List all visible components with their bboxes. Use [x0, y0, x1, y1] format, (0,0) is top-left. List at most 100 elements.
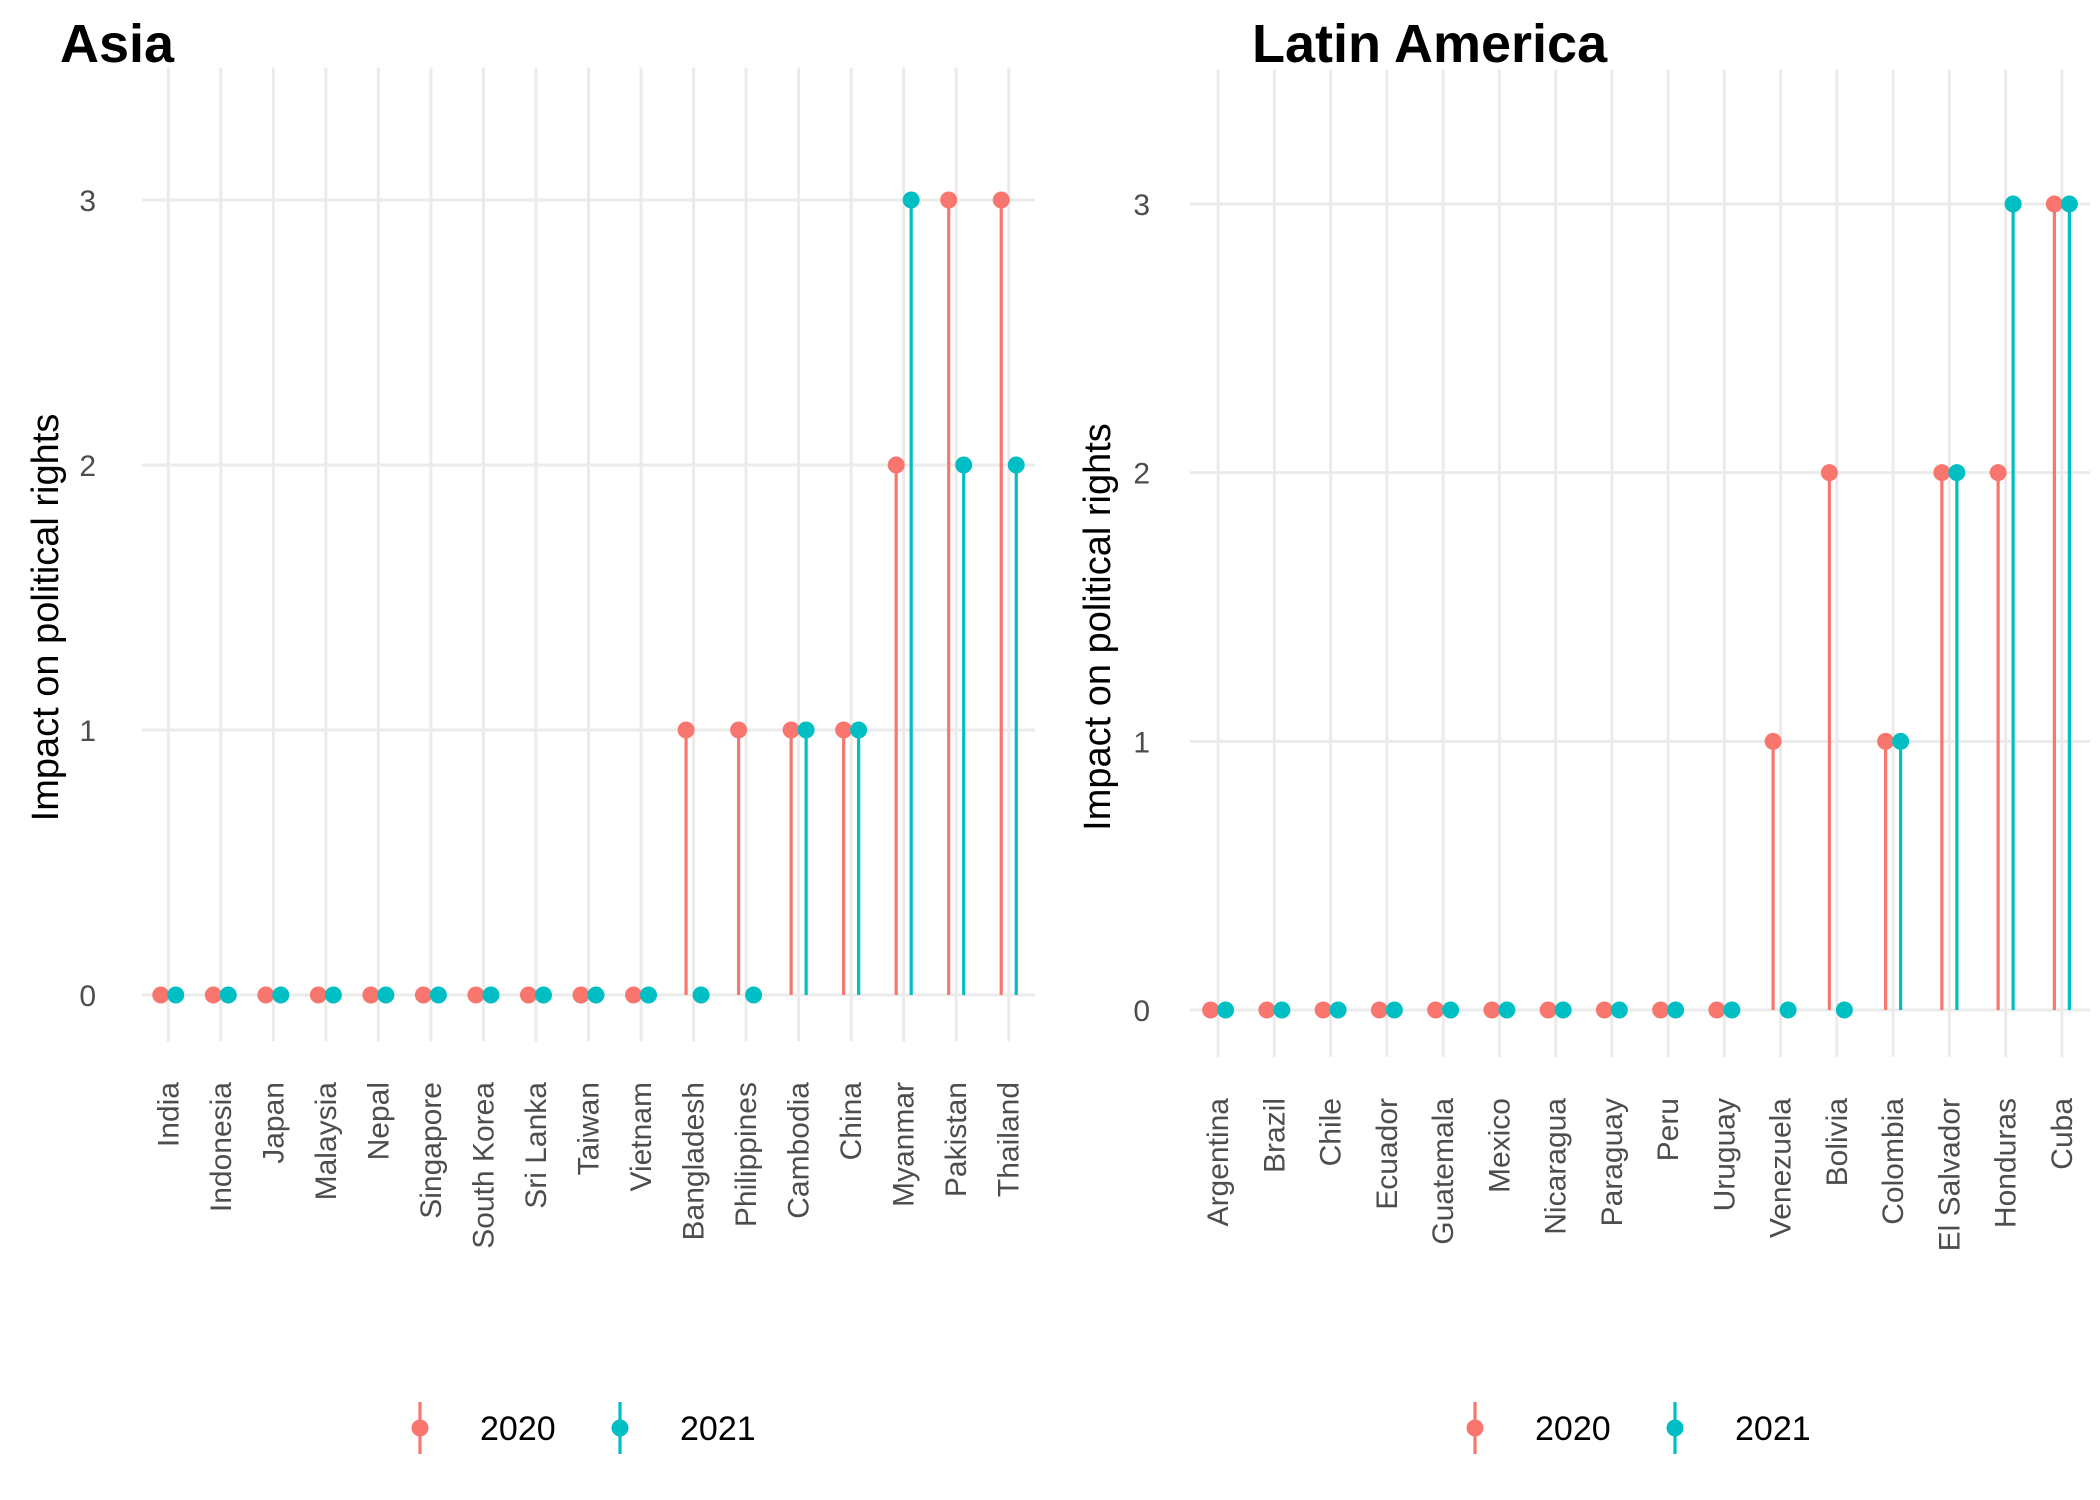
x-tick-label: Bolivia [1821, 1098, 1854, 1187]
x-tick-label: Uruguay [1708, 1098, 1741, 1211]
x-tick-label: Ecuador [1371, 1098, 1404, 1210]
x-tick-label: Vietnam [625, 1082, 658, 1192]
series-2021 [167, 191, 1025, 1004]
point [850, 721, 868, 739]
point [1385, 1001, 1403, 1019]
point [377, 986, 395, 1004]
point [482, 986, 500, 1004]
x-tick-label: Colombia [1877, 1098, 1910, 1225]
point [2060, 195, 2078, 213]
y-axis-label: Impact on political rights [1077, 423, 1119, 831]
x-tick-label: Thailand [993, 1082, 1026, 1197]
y-tick-label: 1 [1133, 726, 1150, 759]
point [1258, 1001, 1276, 1019]
point [534, 986, 552, 1004]
point [1877, 732, 1895, 750]
y-tick-label: 3 [79, 185, 96, 218]
point [1483, 1001, 1501, 1019]
point [835, 721, 853, 739]
point [1442, 1001, 1460, 1019]
point [1595, 1001, 1613, 1019]
x-tick-label: El Salvador [1933, 1098, 1966, 1251]
x-tick-label: Paraguay [1596, 1098, 1629, 1226]
point [167, 986, 185, 1004]
x-tick-label: Cambodia [783, 1082, 816, 1219]
chart-title: Latin America [1252, 14, 1608, 74]
legend-label: 2020 [480, 1410, 556, 1448]
point [467, 986, 485, 1004]
point [887, 456, 905, 474]
point [1820, 464, 1838, 482]
point [429, 986, 447, 1004]
x-tick-label: Nepal [362, 1082, 395, 1160]
point [587, 986, 605, 1004]
series-2021 [1217, 195, 2078, 1019]
point [1610, 1001, 1628, 1019]
point [1948, 464, 1966, 482]
x-tick-label: Peru [1652, 1098, 1685, 1161]
x-tick-label: Brazil [1258, 1098, 1291, 1173]
point [519, 986, 537, 1004]
point [940, 191, 958, 209]
x-tick-label: Singapore [415, 1082, 448, 1219]
legend-key-point [611, 1419, 629, 1437]
x-tick-label: Bangladesh [678, 1082, 711, 1240]
point [1779, 1001, 1797, 1019]
series-2020 [1202, 195, 2063, 1019]
point [1217, 1001, 1235, 1019]
panel-latin-america: 0 1 2 3 Impact on political rights Latin Amer… [1077, 14, 2090, 1454]
point [677, 721, 695, 739]
y-tick-label: 0 [1133, 995, 1150, 1028]
y-axis-label: Impact on political rights [25, 414, 67, 822]
x-tick-label: Myanmar [888, 1082, 921, 1207]
point [992, 191, 1010, 209]
point [414, 986, 432, 1004]
y-tick-label: 2 [79, 450, 96, 483]
point [730, 721, 748, 739]
legend: 2020 2021 [411, 1402, 756, 1454]
series-2020 [152, 191, 1010, 1004]
x-tick-label: Indonesia [205, 1082, 238, 1212]
point [204, 986, 222, 1004]
y-tick-label: 3 [1133, 189, 1150, 222]
x-tick-label: Honduras [1990, 1098, 2023, 1228]
legend-label: 2021 [1735, 1410, 1811, 1448]
legend-item-2021: 2021 [1666, 1402, 1811, 1454]
legend-key-point [1466, 1419, 1484, 1437]
panel-asia: 0 1 2 3 Impact on political rights Asia India I… [25, 14, 1035, 1454]
x-tick-label: Taiwan [573, 1082, 606, 1175]
point [1273, 1001, 1291, 1019]
gridlines [1190, 69, 2090, 1057]
x-tick-label: Japan [257, 1082, 290, 1164]
point [2045, 195, 2063, 213]
x-tick-label: China [835, 1082, 868, 1161]
point [1554, 1001, 1572, 1019]
x-tick-label: Nicaragua [1540, 1098, 1573, 1235]
x-tick-label: Sri Lanka [520, 1082, 553, 1209]
point [692, 986, 710, 1004]
point [219, 986, 237, 1004]
point [745, 986, 763, 1004]
point [640, 986, 658, 1004]
x-tick-label: Malaysia [310, 1082, 343, 1201]
point [625, 986, 643, 1004]
x-tick-label: Argentina [1202, 1098, 1235, 1227]
chart-title: Asia [60, 14, 175, 74]
x-tick-label: India [152, 1082, 185, 1147]
legend-item-2021: 2021 [611, 1402, 756, 1454]
point [955, 456, 973, 474]
point [1329, 1001, 1347, 1019]
point [902, 191, 920, 209]
y-tick-label: 0 [79, 980, 96, 1013]
x-tick-label: Chile [1315, 1098, 1348, 1166]
y-tick-label: 1 [79, 715, 96, 748]
x-tick-label: Venezuela [1765, 1098, 1798, 1238]
point [1764, 732, 1782, 750]
point [1933, 464, 1951, 482]
legend-item-2020: 2020 [1466, 1402, 1611, 1454]
x-tick-label: Pakistan [940, 1082, 973, 1197]
point [257, 986, 275, 1004]
x-tick-label: Philippines [730, 1082, 763, 1227]
